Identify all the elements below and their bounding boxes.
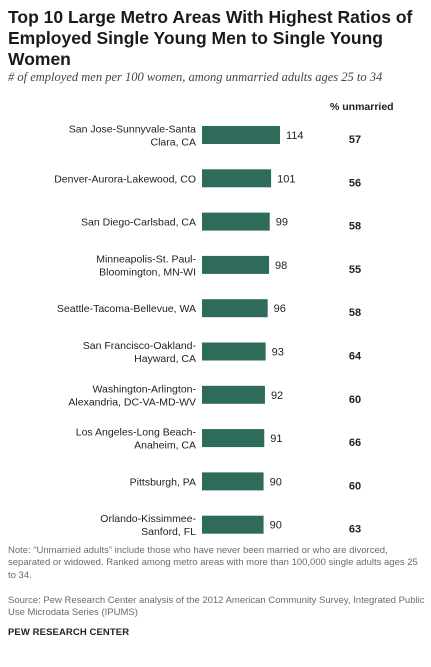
percent-unmarried-value: 57 xyxy=(349,134,361,146)
data-label: 92 xyxy=(271,390,283,402)
bar xyxy=(202,126,280,144)
bar xyxy=(202,255,270,274)
data-label: 90 xyxy=(270,476,282,488)
bar-chart: San Jose-Sunnyvale-Santa Clara, CA 114 57 De… xyxy=(54,124,362,539)
percent-unmarried-value: 58 xyxy=(349,307,361,319)
percent-unmarried-value: 58 xyxy=(349,221,361,233)
chart-subtitle: # of employed men per 100 women, among u… xyxy=(8,70,383,84)
data-label: 101 xyxy=(277,173,295,185)
bar xyxy=(202,169,272,188)
percent-unmarried-value: 66 xyxy=(349,437,361,449)
data-label: 93 xyxy=(272,347,284,359)
data-label: 96 xyxy=(274,303,286,315)
category-label: Orlando-Kissimmee-Sanford, FL xyxy=(100,513,196,538)
bar xyxy=(202,515,264,534)
bar xyxy=(202,472,264,491)
category-label: San Diego-Carlsbad, CA xyxy=(81,217,196,229)
bar xyxy=(202,212,270,231)
percent-unmarried-value: 56 xyxy=(349,177,361,189)
bar xyxy=(202,342,266,361)
chart-source: Source: Pew Research Center analysis of … xyxy=(8,595,425,619)
data-label: 98 xyxy=(275,260,287,272)
percent-unmarried-header: % unmarried xyxy=(330,101,394,113)
bar xyxy=(202,385,265,404)
percent-unmarried-value: 64 xyxy=(349,351,362,363)
percent-unmarried-value: 60 xyxy=(349,394,361,406)
percent-unmarried-value: 63 xyxy=(349,524,361,536)
category-label: Pittsburgh, PA xyxy=(130,476,196,488)
bar xyxy=(202,429,265,448)
category-label: San Jose-Sunnyvale-Santa Clara, CA xyxy=(69,124,196,149)
chart-title: Top 10 Large Metro Areas With Highest Ra… xyxy=(8,7,413,69)
category-label: Seattle-Tacoma-Bellevue, WA xyxy=(57,303,196,315)
category-label: Washington-Arlington-Alexandria, DC-VA-M… xyxy=(68,383,196,408)
category-label: San Francisco-Oakland-Hayward, CA xyxy=(83,340,197,365)
percent-unmarried-value: 60 xyxy=(349,480,361,492)
data-label: 99 xyxy=(276,217,288,229)
data-label: 114 xyxy=(286,130,304,142)
chart-note: Note: “Unmarried adults” include those w… xyxy=(8,545,418,581)
bar xyxy=(202,299,268,318)
data-label: 91 xyxy=(270,433,282,445)
organization-credit: PEW RESEARCH CENTER xyxy=(8,627,130,638)
category-label: Los Angeles-Long Beach-Anaheim, CA xyxy=(76,427,197,452)
category-label: Denver-Aurora-Lakewood, CO xyxy=(54,173,196,185)
data-label: 90 xyxy=(270,520,282,532)
percent-unmarried-value: 55 xyxy=(349,264,361,276)
category-label: Minneapolis-St. Paul-Bloomington, MN-WI xyxy=(96,253,196,278)
